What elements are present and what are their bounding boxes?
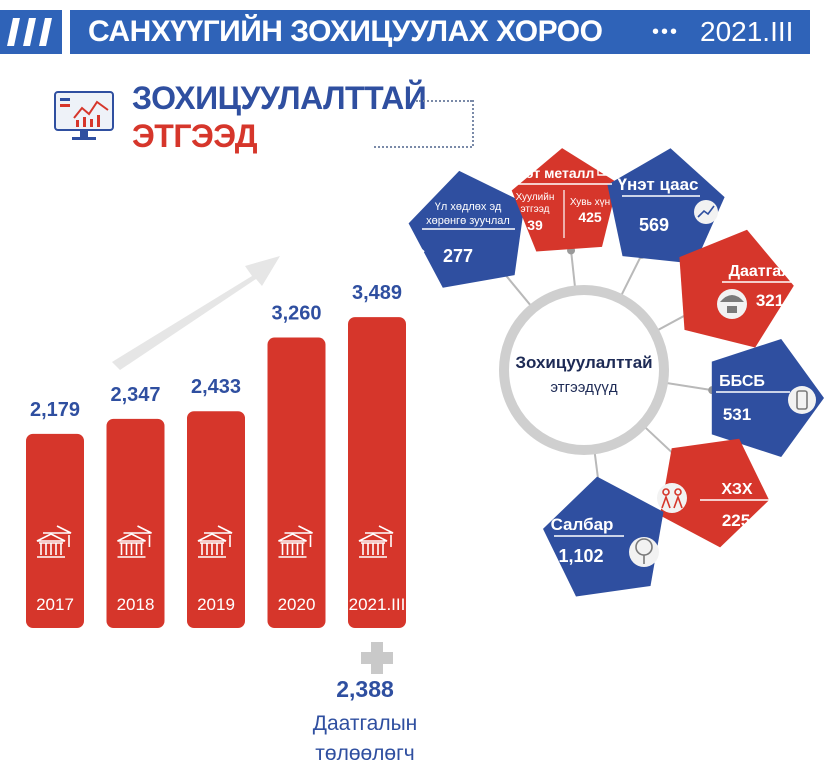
node-value: 531 bbox=[723, 405, 751, 424]
bar-2018 bbox=[106, 418, 165, 628]
node-value: 425 bbox=[578, 209, 602, 225]
center-label: Зохицуулалттай bbox=[515, 353, 652, 372]
bar-value-label: 2,179 bbox=[30, 399, 80, 421]
forecast-label-line1: Даатгалын bbox=[312, 712, 418, 735]
node-pentagon bbox=[679, 229, 794, 348]
header-bar bbox=[70, 10, 810, 54]
node-pentagon bbox=[607, 148, 725, 264]
bar-category-label: 2020 bbox=[278, 595, 316, 614]
node-value: 225 bbox=[722, 511, 750, 530]
node-pentagon bbox=[659, 438, 770, 548]
bar-category-label: 2019 bbox=[197, 595, 235, 614]
bar-value-label: 3,260 bbox=[271, 303, 321, 325]
phone-icon bbox=[788, 386, 816, 414]
logo bbox=[0, 10, 62, 54]
node-label: Даатгал bbox=[729, 263, 792, 280]
bank-icon bbox=[358, 525, 394, 558]
bar-value-label: 2,347 bbox=[110, 384, 160, 406]
forecast-label-line2: төлөөлөгч bbox=[315, 742, 415, 765]
connector-line bbox=[374, 146, 472, 148]
bar-2017 bbox=[26, 433, 84, 628]
node-label: ББСБ bbox=[719, 373, 765, 390]
forecast-value: 2,388 bbox=[336, 676, 394, 702]
node-label: Үл хөдлөх эд bbox=[435, 201, 502, 213]
bar-value-label: 2,433 bbox=[191, 376, 241, 398]
dashboard-icon bbox=[54, 91, 114, 140]
node-label: хөрөнгө зуучлал bbox=[426, 215, 510, 227]
header: САНХҮҮГИЙН ЗОХИЦУУЛАХ ХОРОО ••• 2021.III bbox=[0, 0, 825, 64]
section-title-line2: ЭТГЭЭД bbox=[132, 118, 257, 154]
node-sub-label: Хуулийн bbox=[516, 192, 555, 203]
section-title-line1: ЗОХИЦУУЛАЛТТАЙ bbox=[132, 80, 427, 116]
house-icon bbox=[403, 241, 425, 259]
node-label: Үнэт металл bbox=[510, 165, 595, 181]
node-value: 39 bbox=[527, 217, 543, 233]
node-value: 1,102 bbox=[558, 546, 603, 566]
node-value: 277 bbox=[443, 246, 473, 266]
node-sub-label: Хувь хүн bbox=[570, 197, 610, 208]
node-label: Үнэт цаас bbox=[618, 175, 699, 194]
plus-icon bbox=[361, 642, 393, 674]
node-label: Салбар bbox=[551, 515, 614, 534]
bar-value-label: 3,489 bbox=[352, 282, 402, 304]
bar-category-label: 2017 bbox=[36, 595, 74, 614]
bank-icon bbox=[117, 525, 152, 558]
connector-line bbox=[416, 100, 472, 102]
bar-2021.III bbox=[348, 317, 406, 628]
bank-icon bbox=[36, 525, 72, 558]
header-period: 2021.III bbox=[700, 16, 794, 47]
gold-bars-icon bbox=[597, 164, 611, 176]
connector-line bbox=[472, 100, 474, 146]
bar-category-label: 2018 bbox=[117, 595, 155, 614]
umbrella-house-icon bbox=[717, 289, 747, 319]
bar-category-label: 2021.III bbox=[349, 595, 406, 614]
center-circle bbox=[499, 285, 669, 455]
node-sub-label: этгээд bbox=[521, 204, 550, 215]
header-title: САНХҮҮГИЙН ЗОХИЦУУЛАХ ХОРОО bbox=[88, 15, 603, 48]
node-value: 569 bbox=[639, 215, 669, 235]
bar-2019 bbox=[187, 411, 245, 628]
node-pentagon bbox=[511, 148, 618, 252]
people-icon bbox=[657, 483, 687, 513]
bank-icon bbox=[197, 525, 233, 558]
bank-icon bbox=[278, 525, 313, 558]
node-pentagon bbox=[711, 339, 824, 457]
node-label: ХЗХ bbox=[721, 481, 752, 498]
trend-arrow-icon bbox=[112, 256, 280, 370]
center-label: этгээдүүд bbox=[550, 379, 617, 396]
bar-2020 bbox=[267, 337, 326, 628]
header-separator: ••• bbox=[652, 21, 680, 43]
node-value: 321 bbox=[756, 291, 784, 310]
